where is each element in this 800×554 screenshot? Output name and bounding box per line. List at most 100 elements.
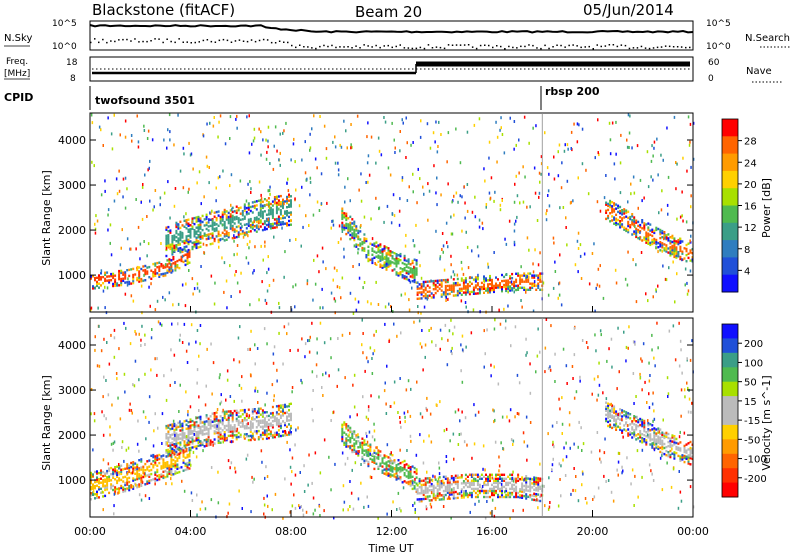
heatmap-cell (627, 416, 630, 419)
heatmap-cell (227, 424, 230, 427)
heatmap-cell (247, 234, 249, 238)
heatmap-cell (677, 238, 680, 242)
heatmap-cell (161, 412, 164, 416)
heatmap-cell (583, 252, 586, 256)
heatmap-cell (648, 361, 650, 365)
search-noise-point (532, 44, 534, 47)
heatmap-cell (623, 208, 626, 211)
heatmap-cell (623, 228, 626, 231)
heatmap-cell (162, 466, 165, 469)
search-noise-point (484, 44, 486, 46)
heatmap-cell (432, 496, 435, 500)
heatmap-cell (165, 226, 168, 229)
heatmap-cell (177, 241, 180, 244)
heatmap-cell (152, 271, 155, 274)
heatmap-cell (269, 432, 272, 435)
heatmap-cell (98, 486, 100, 489)
heatmap-cell (495, 286, 497, 289)
heatmap-cell (499, 284, 501, 287)
heatmap-cell (361, 318, 363, 322)
heatmap-cell (489, 489, 491, 493)
heatmap-cell (351, 436, 354, 439)
heatmap-cell (436, 480, 439, 483)
heatmap-cell (444, 475, 447, 478)
heatmap-cell (511, 277, 514, 280)
heatmap-cell (448, 286, 451, 289)
heatmap-cell (422, 483, 425, 486)
heatmap-cell (126, 463, 129, 466)
heatmap-cell (255, 224, 258, 227)
heatmap-cell (629, 114, 631, 118)
heatmap-cell (267, 201, 270, 204)
heatmap-cell (211, 234, 214, 237)
search-noise-point (407, 47, 410, 49)
heatmap-cell (170, 471, 173, 475)
heatmap-cell (613, 210, 616, 213)
heatmap-cell (619, 408, 622, 411)
heatmap-cell (294, 506, 297, 510)
heatmap-cell (243, 231, 246, 235)
heatmap-cell (436, 490, 439, 493)
heatmap-cell (247, 208, 250, 211)
heatmap-cell (647, 424, 650, 427)
heatmap-cell (257, 227, 260, 231)
heatmap-cell (213, 430, 216, 433)
heatmap-cell (266, 150, 268, 154)
heatmap-cell (267, 139, 269, 143)
heatmap-cell (643, 226, 646, 229)
heatmap-cell (102, 433, 105, 437)
heatmap-cell (468, 481, 471, 485)
heatmap-cell (138, 483, 141, 486)
heatmap-cell (534, 191, 537, 195)
heatmap-cell (634, 225, 636, 229)
heatmap-cell (112, 276, 115, 280)
heatmap-cell (286, 212, 288, 215)
heatmap-cell (343, 421, 346, 424)
heatmap-cell (337, 241, 340, 244)
heatmap-cell (196, 286, 199, 290)
heatmap-cell (507, 290, 509, 294)
heatmap-cell (233, 236, 236, 239)
heatmap-cell (539, 278, 542, 281)
heatmap-cell (169, 383, 171, 387)
heatmap-cell (138, 274, 141, 277)
heatmap-cell (275, 217, 278, 221)
heatmap-cell (436, 285, 439, 289)
heatmap-cell (428, 294, 431, 297)
heatmap-cell (413, 470, 416, 474)
heatmap-cell (353, 224, 356, 228)
heatmap-cell (168, 268, 171, 271)
heatmap-cell (179, 423, 182, 426)
search-noise-point (126, 38, 128, 41)
search-noise-point (178, 38, 180, 40)
heatmap-cell (615, 203, 618, 206)
heatmap-cell (428, 499, 431, 502)
heatmap-cell (424, 489, 427, 492)
heatmap-cell (209, 236, 212, 240)
heatmap-cell (185, 447, 188, 451)
heatmap-cell (661, 189, 663, 193)
heatmap-cell (213, 211, 216, 214)
heatmap-cell (383, 472, 386, 475)
heatmap-cell (235, 205, 238, 208)
heatmap-cell (169, 229, 172, 232)
heatmap-cell (235, 411, 238, 414)
heatmap-cell (223, 239, 226, 242)
heatmap-cell (358, 263, 360, 267)
heatmap-cell (444, 291, 447, 294)
heatmap-cell (429, 412, 432, 416)
heatmap-cell (635, 235, 638, 239)
heatmap-cell (389, 260, 392, 263)
heatmap-cell (424, 495, 427, 498)
heatmap-cell (187, 410, 189, 413)
heatmap-cell (501, 279, 503, 283)
heatmap-cell (156, 299, 159, 303)
heatmap-cell (501, 199, 503, 202)
heatmap-cell (416, 287, 419, 290)
search-noise-point (463, 44, 466, 46)
heatmap-cell (507, 287, 510, 290)
heatmap-cell (162, 474, 165, 477)
heatmap-cell (192, 450, 195, 454)
heatmap-cell (269, 412, 272, 415)
heatmap-cell (259, 425, 262, 429)
